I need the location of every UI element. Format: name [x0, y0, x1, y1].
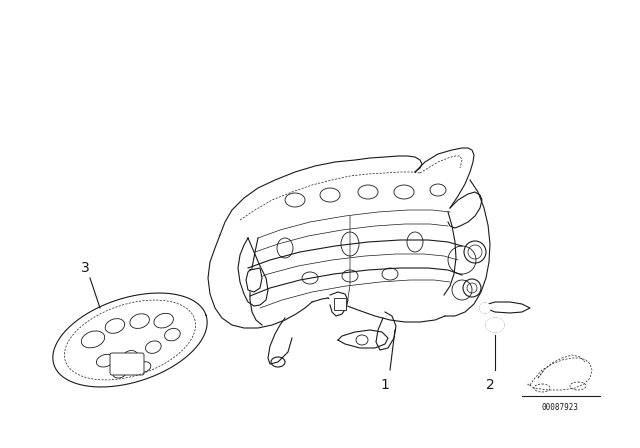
Text: 1: 1	[381, 378, 389, 392]
Polygon shape	[330, 292, 348, 316]
Ellipse shape	[486, 318, 504, 332]
Ellipse shape	[480, 303, 490, 313]
Text: 3: 3	[81, 261, 90, 275]
Bar	[334, 298, 346, 310]
Text: 2: 2	[486, 378, 494, 392]
Polygon shape	[246, 268, 262, 292]
Text: 00087923: 00087923	[541, 404, 579, 413]
FancyBboxPatch shape	[110, 353, 144, 375]
Polygon shape	[485, 302, 530, 313]
